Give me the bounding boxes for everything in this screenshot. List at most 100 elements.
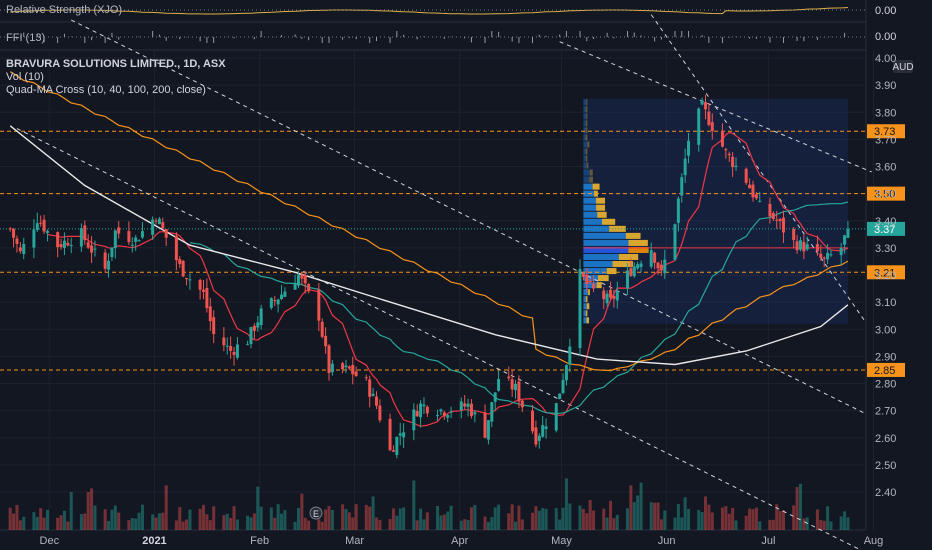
volume-bar — [398, 508, 402, 530]
candle-body — [188, 279, 192, 281]
candle-body — [561, 379, 565, 393]
quad-ma-legend[interactable]: Quad-MA Cross (10, 40, 100, 200, close) — [6, 84, 206, 96]
axes: 0.00 0.00 AUD 4.00 3.90 3.80 3.70 3.60 3.50 3.… — [40, 5, 914, 547]
ffi-indicator-label[interactable]: FFI (13) — [6, 32, 46, 44]
trendlines — [16, 14, 872, 550]
rs-indicator-label[interactable]: Relative Strength (XJO) — [6, 4, 123, 16]
candle-body — [225, 345, 229, 347]
volume-bar — [592, 510, 596, 530]
volume-legend[interactable]: Vol (10) — [6, 71, 44, 83]
candle-body — [819, 253, 823, 258]
candle-body — [683, 158, 687, 176]
candle-body — [625, 270, 629, 289]
candle-body — [83, 225, 87, 241]
y-tick-label: 2.80 — [875, 379, 896, 391]
candle-body — [181, 260, 185, 277]
profile-row-up — [583, 218, 603, 225]
y-tick-label: 3.90 — [875, 80, 896, 92]
candle-body — [39, 222, 43, 224]
profile-row-down — [597, 275, 609, 282]
volume-bar — [720, 507, 724, 530]
profile-row-down — [588, 289, 590, 296]
price-level-label: 3.50 — [874, 189, 895, 201]
volume-bar — [446, 511, 450, 530]
volume-bar — [378, 520, 382, 530]
earnings-marker-group: E — [309, 506, 323, 520]
candle-body — [554, 403, 558, 431]
profile-row-up — [583, 296, 586, 303]
candle-body — [303, 274, 307, 284]
candle-body — [151, 219, 155, 235]
ffi-axis-value: 0.00 — [875, 31, 896, 43]
earnings-marker[interactable] — [309, 506, 323, 520]
candle-body — [588, 280, 592, 283]
volume-bar — [754, 507, 758, 530]
volume-bar — [134, 518, 138, 530]
volume-bar — [673, 517, 677, 530]
candle-body — [829, 254, 833, 256]
y-tick-label: 3.50 — [875, 189, 896, 201]
candle-body — [351, 365, 355, 375]
profile-row-down — [612, 261, 633, 268]
candle-body — [724, 149, 728, 151]
volume-bar — [412, 480, 416, 530]
y-tick-label: 3.80 — [875, 107, 896, 119]
candle-body — [300, 274, 304, 279]
candle-body — [198, 279, 202, 290]
candle-body — [531, 410, 535, 432]
trendline[interactable] — [650, 14, 866, 322]
candle-body — [585, 274, 589, 284]
volume-bar — [181, 521, 185, 530]
profile-row-down — [585, 148, 588, 155]
volume-bar — [537, 510, 541, 530]
candle-body — [507, 376, 511, 379]
candle-body — [612, 296, 616, 299]
volume-bar — [208, 520, 212, 530]
y-tick-label: 3.20 — [875, 270, 896, 282]
price-level-badge — [867, 186, 905, 201]
volume-bar — [680, 517, 684, 530]
candle-body — [483, 412, 487, 438]
candle-body — [469, 403, 473, 416]
candle-body — [256, 322, 260, 328]
candle-body — [12, 228, 16, 238]
candles — [8, 94, 850, 459]
volume-bar — [819, 520, 823, 530]
volume-bar — [66, 521, 70, 530]
grid — [0, 50, 875, 530]
candle-body — [212, 317, 216, 335]
candle-body — [66, 242, 70, 246]
candle-body — [307, 284, 311, 292]
candle-body — [490, 402, 494, 422]
candle-body — [697, 108, 701, 145]
currency-badge — [893, 60, 913, 73]
volume-bar — [79, 514, 83, 530]
x-tick-label: Feb — [250, 535, 269, 547]
y-tick-label: 3.40 — [875, 216, 896, 228]
volume-bar — [663, 510, 667, 530]
candle-body — [79, 228, 83, 247]
volume-bar — [697, 510, 701, 530]
volume-bar — [568, 503, 572, 530]
candle-body — [130, 244, 134, 246]
candle-body — [673, 224, 677, 260]
candle-body — [202, 289, 206, 292]
volume-bar — [751, 509, 755, 530]
volume-bar — [466, 520, 470, 530]
trendline[interactable] — [71, 19, 866, 414]
volume-bar — [107, 520, 111, 530]
volume-bar — [229, 517, 233, 530]
volume-bar — [161, 512, 165, 530]
volume-bar — [436, 505, 440, 530]
volume-bar — [62, 510, 66, 530]
profile-row-up — [583, 246, 629, 253]
ma-10-line — [47, 131, 849, 427]
candle-body — [792, 228, 796, 241]
candle-body — [771, 213, 775, 219]
profile-row-down — [585, 106, 588, 113]
volume-bar — [330, 509, 334, 530]
candle-body — [758, 200, 762, 202]
candle-body — [425, 406, 429, 414]
symbol-title[interactable]: BRAVURA SOLUTIONS LIMITED., 1D, ASX — [6, 58, 226, 70]
